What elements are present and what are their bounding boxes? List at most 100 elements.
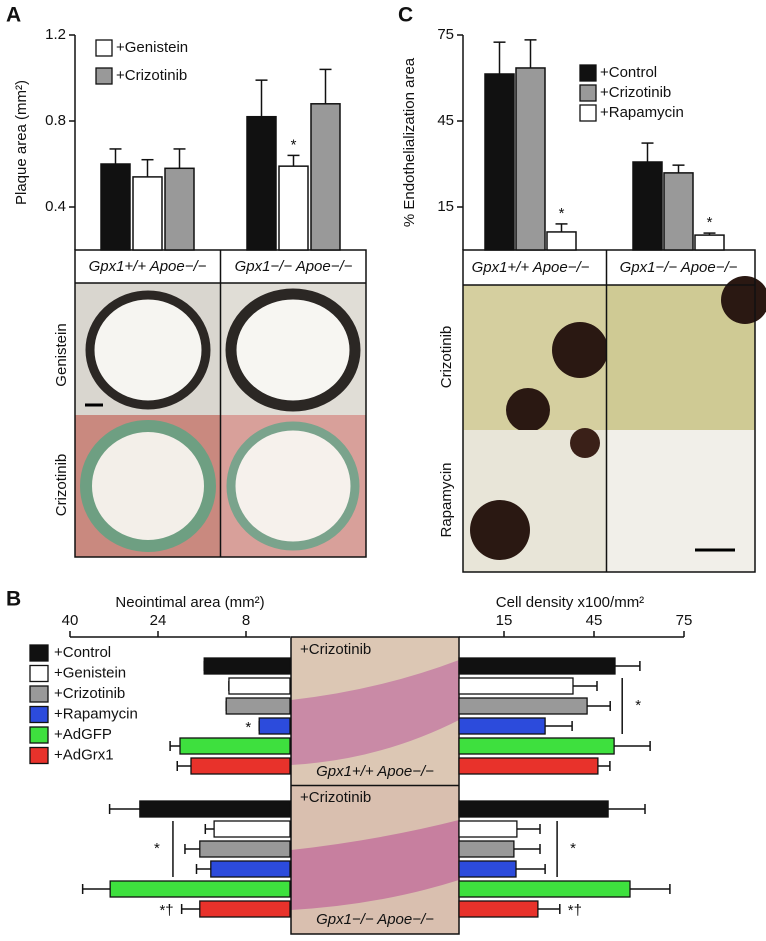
category-label: Gpx1+/+ Apoe−/−	[89, 258, 207, 275]
bar	[458, 800, 609, 818]
bar	[203, 657, 291, 675]
legend-swatch	[579, 84, 597, 102]
x-tick-label: 24	[150, 612, 167, 629]
legend-label: +Genistein	[54, 664, 126, 681]
bar	[458, 737, 615, 755]
legend-swatch	[29, 664, 49, 683]
category-label: Gpx1+/+ Apoe−/−	[316, 763, 434, 780]
legend-swatch	[29, 685, 49, 703]
bar	[484, 73, 515, 251]
legend-label: +Genistein	[116, 39, 188, 56]
bar	[458, 657, 616, 675]
row-label: Rapamycin	[438, 462, 455, 537]
bar	[100, 163, 131, 251]
bar	[139, 800, 291, 818]
bar	[164, 167, 195, 251]
significance-mark: *	[291, 136, 297, 153]
legend-swatch	[29, 644, 49, 662]
bar	[258, 717, 291, 735]
bar	[109, 880, 291, 898]
bar	[458, 880, 631, 898]
y-tick-label: 0.4	[45, 198, 66, 215]
legend-label: +Control	[600, 64, 657, 81]
bar	[228, 677, 291, 695]
x-tick-label: 45	[586, 612, 603, 629]
x-tick-label: 75	[676, 612, 693, 629]
inset-label: +Crizotinib	[300, 789, 371, 806]
panel-c-images	[462, 249, 766, 573]
legend-label: +Crizotinib	[116, 67, 187, 84]
bar	[546, 231, 577, 251]
bar	[515, 67, 546, 251]
bar	[632, 161, 663, 251]
category-label: Gpx1+/+ Apoe−/−	[472, 259, 590, 276]
legend-label: +AdGFP	[54, 726, 112, 743]
legend-label: +AdGrx1	[54, 746, 114, 763]
bar	[458, 757, 599, 775]
category-label: Gpx1−/− Apoe−/−	[316, 911, 434, 928]
row-label: Crizotinib	[438, 326, 455, 389]
bar	[246, 115, 277, 251]
bar	[458, 840, 515, 858]
significance-mark: *	[559, 205, 565, 222]
x-tick-label: 40	[62, 612, 79, 629]
bar	[458, 820, 518, 838]
bar	[210, 860, 291, 878]
y-tick-label: 15	[437, 198, 454, 215]
x-axis-label: Neointimal area (mm²)	[115, 594, 264, 611]
y-tick-label: 75	[437, 26, 454, 43]
bar	[199, 900, 291, 918]
category-label: Gpx1−/− Apoe−/−	[620, 259, 738, 276]
bar	[225, 697, 291, 715]
bar	[663, 172, 694, 251]
legend-swatch	[29, 746, 49, 765]
legend-label: +Crizotinib	[54, 685, 125, 702]
bar	[179, 737, 291, 755]
legend-label: +Rapamycin	[600, 104, 684, 121]
bar	[458, 677, 574, 695]
panel-letter: B	[6, 588, 21, 611]
bar	[458, 860, 517, 878]
panel-b-images	[290, 636, 460, 935]
bar	[458, 697, 588, 715]
row-label: Crizotinib	[53, 454, 70, 517]
significance-mark: *	[707, 214, 713, 231]
significance-mark: *†	[568, 902, 582, 919]
significance-mark: *	[245, 719, 251, 736]
bar	[458, 717, 546, 735]
legend-swatch	[29, 705, 49, 724]
bar	[190, 757, 291, 775]
significance-mark: *	[154, 840, 160, 857]
bar	[132, 176, 163, 251]
bar	[278, 165, 309, 251]
bar	[199, 840, 291, 858]
legend-swatch	[579, 64, 597, 82]
panel-letter: A	[6, 4, 21, 27]
x-axis-label: Cell density x100/mm²	[496, 594, 644, 611]
y-tick-label: 1.2	[45, 26, 66, 43]
legend-label: +Rapamycin	[54, 705, 138, 722]
panel-a-images	[74, 249, 367, 558]
panel-letter: C	[398, 4, 413, 27]
bar	[458, 900, 539, 918]
x-tick-label: 8	[242, 612, 250, 629]
bar	[694, 234, 725, 251]
y-axis-label: % Endothelialization area	[401, 57, 418, 227]
significance-mark: *	[635, 697, 641, 714]
x-tick-label: 15	[496, 612, 513, 629]
legend-label: +Control	[54, 644, 111, 661]
inset-label: +Crizotinib	[300, 641, 371, 658]
legend-swatch	[29, 726, 49, 744]
legend-swatch	[95, 39, 113, 57]
y-axis-label: Plaque area (mm²)	[13, 80, 30, 205]
y-tick-label: 0.8	[45, 112, 66, 129]
bar	[310, 103, 341, 251]
significance-mark: *	[570, 840, 576, 857]
legend-swatch	[95, 67, 113, 85]
category-label: Gpx1−/− Apoe−/−	[235, 258, 353, 275]
row-label: Genistein	[53, 323, 70, 386]
legend-label: +Crizotinib	[600, 84, 671, 101]
legend-swatch	[579, 104, 597, 122]
bar	[213, 820, 291, 838]
